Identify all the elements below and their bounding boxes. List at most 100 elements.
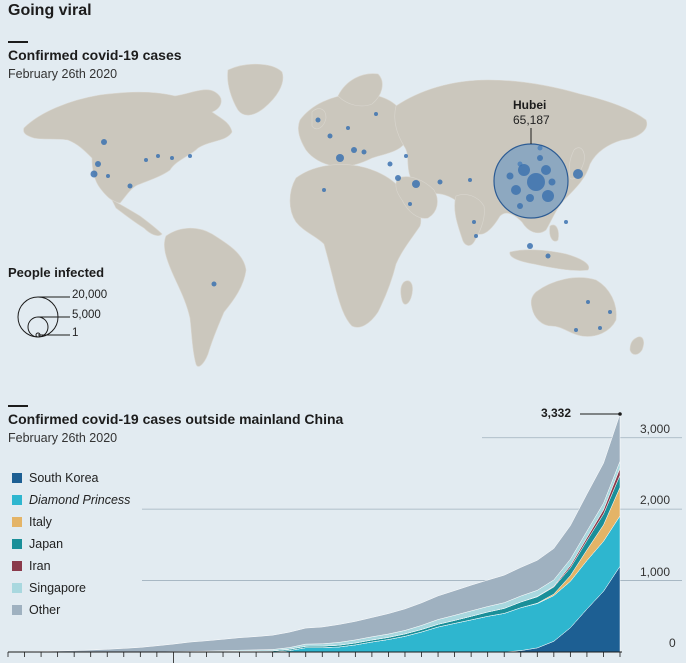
case-bubble [545,253,551,259]
legend-item-south-korea: South Korea [12,467,130,489]
case-bubble [526,194,534,202]
legend-label: Iran [29,559,51,573]
legend-item-singapore: Singapore [12,577,130,599]
chart-legend: South Korea Diamond Princess Italy Japan… [12,467,130,621]
case-bubble [537,155,543,161]
greenland-landmass [227,63,284,116]
legend-label: Other [29,603,61,617]
philippines-landmass [549,224,559,242]
legend-label: Japan [29,537,64,551]
new-zealand-landmass [629,336,644,355]
case-bubble [598,326,602,330]
case-bubble [404,154,408,158]
hubei-value: 65,187 [513,113,550,127]
total-callout: 3,332 [541,406,572,420]
size-legend-label: 1 [72,327,79,339]
size-legend-circles [17,296,70,338]
chart-areas [7,413,621,653]
legend-swatch [12,517,22,527]
size-legend-label: 20,000 [72,289,108,301]
case-bubble [517,203,523,209]
legend-swatch [12,473,22,483]
australia-landmass [530,277,617,337]
legend-label: Singapore [29,581,86,595]
case-bubble [506,172,514,180]
legend-swatch [12,539,22,549]
indonesia-landmass [509,249,590,271]
case-bubble [474,234,478,238]
case-bubble [472,220,476,224]
chart-subtitle: February 26th 2020 [8,431,118,445]
legend-label: Italy [29,515,52,529]
north-america-landmass [23,89,233,204]
size-legend-label: 5,000 [72,309,101,321]
scandinavia-landmass [337,73,383,107]
case-bubble [527,173,545,191]
case-bubble [511,185,521,195]
chart-callout [580,412,622,416]
legend-swatch [12,495,22,505]
south-america-landmass [164,227,247,367]
map-subtitle: February 26th 2020 [8,67,118,81]
legend-label: Diamond Princess [29,493,131,507]
legend-item-italy: Italy [12,511,130,533]
legend-swatch [12,583,22,593]
case-bubble [564,220,568,224]
case-bubble [322,188,326,192]
case-bubble [90,170,98,178]
case-bubble [408,202,412,206]
case-bubble [527,243,533,249]
case-bubble [608,310,612,314]
section-rule [8,41,28,43]
case-bubble [211,281,217,287]
case-bubble [95,161,101,167]
section-rule [8,405,28,407]
y-tick-label: 3,000 [640,421,671,436]
y-tick-label: 1,000 [640,564,671,579]
case-bubble [395,175,401,181]
legend-swatch [12,605,22,615]
case-bubble [170,156,174,160]
case-bubble [518,164,530,176]
size-legend-title: People infected [8,265,105,280]
case-bubble [374,112,378,116]
case-bubble [468,178,472,182]
chart-title: Confirmed covid-19 cases outside mainlan… [8,411,344,427]
case-bubble [327,133,333,139]
case-bubble [573,169,583,179]
case-bubble [346,126,350,130]
world-map [17,63,648,367]
case-bubble [387,161,393,167]
case-bubble [106,174,110,178]
case-bubble [336,154,344,162]
case-bubble [412,180,420,188]
main-title: Going viral [8,2,92,19]
map-title: Confirmed covid-19 cases [8,47,182,63]
case-bubble [144,158,148,162]
case-bubble [541,165,551,175]
africa-landmass [289,164,422,328]
chart-x-axis [7,651,622,663]
legend-swatch [12,561,22,571]
central-america-landmass [111,199,163,236]
case-bubble [315,117,321,123]
india-landmass [454,194,485,246]
case-bubble [574,328,578,332]
madagascar-landmass [400,280,413,305]
case-bubble [361,149,367,155]
y-tick-label: 2,000 [640,493,671,508]
callout-dot [618,412,622,416]
legend-item-japan: Japan [12,533,130,555]
case-bubble [542,190,554,202]
case-bubbles [90,112,612,332]
case-bubble [188,154,192,158]
case-bubble [156,154,160,158]
case-bubble [437,179,443,185]
hubei-bubble-group [493,128,569,219]
legend-item-iran: Iran [12,555,130,577]
case-bubble [586,300,590,304]
legend-item-diamond-princess: Diamond Princess [12,489,130,511]
hubei-label: Hubei [513,98,547,112]
arabia-landmass [395,176,438,219]
